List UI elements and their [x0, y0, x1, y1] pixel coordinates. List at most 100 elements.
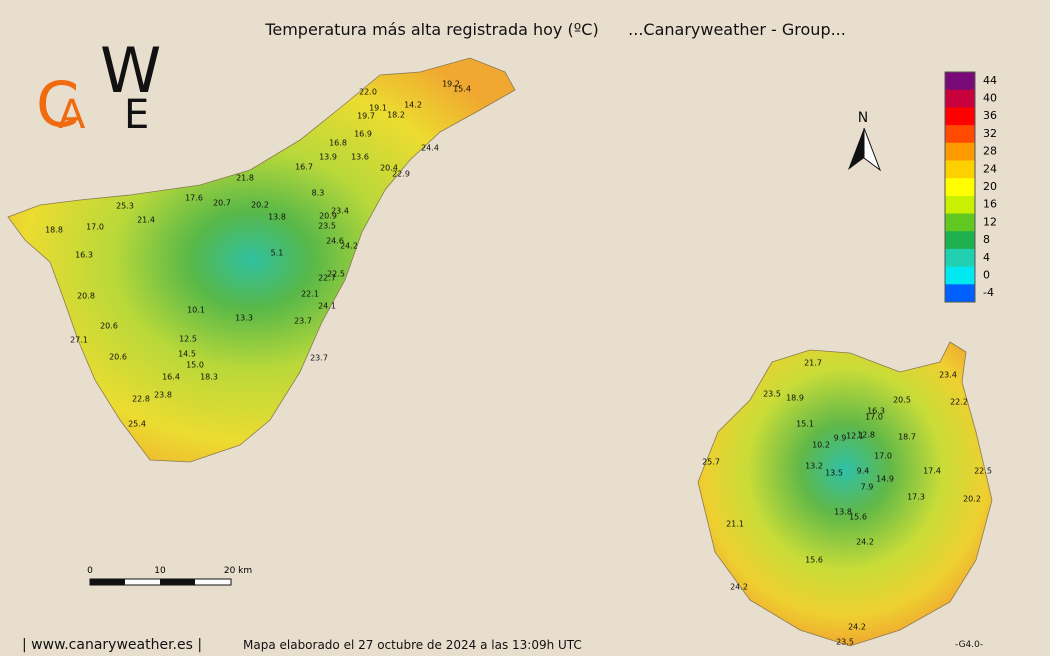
station-value: 17.0 [865, 413, 883, 422]
station-value: 14.2 [404, 101, 422, 110]
legend-swatch [945, 142, 975, 161]
station-value: 18.2 [387, 111, 405, 120]
station-value: 15.1 [796, 420, 814, 429]
station-value: 24.1 [318, 302, 336, 311]
station-value: 18.7 [898, 433, 916, 442]
station-value: 12.5 [179, 335, 197, 344]
station-value: 21.1 [726, 520, 744, 529]
legend-frame [944, 71, 976, 303]
station-value: 16.4 [162, 373, 180, 382]
station-value: 23.7 [310, 354, 328, 363]
station-value: 22.9 [392, 170, 410, 179]
station-value: 7.9 [861, 483, 874, 492]
station-value: 22.7 [318, 274, 336, 283]
station-value: 22.8 [132, 395, 150, 404]
station-value: 23.4 [939, 371, 957, 380]
station-value: 27.1 [70, 336, 88, 345]
station-value: 12.1 [846, 432, 864, 441]
legend-swatch [945, 89, 975, 108]
legend-swatch [945, 195, 975, 215]
legend-label: 4 [983, 251, 990, 264]
logo-letter: E [124, 92, 149, 138]
legend-swatch [945, 213, 975, 232]
station-value: 20.2 [963, 495, 981, 504]
legend-label: 8 [983, 233, 990, 246]
station-value: 13.5 [825, 469, 843, 478]
footer-site[interactable]: | www.canaryweather.es | [22, 637, 202, 653]
station-value: 18.9 [786, 394, 804, 403]
station-value: 10.2 [812, 441, 830, 450]
station-value: 17.3 [907, 493, 925, 502]
station-value: 14.9 [876, 475, 894, 484]
legend-swatch [945, 231, 975, 250]
station-value: 22.5 [327, 270, 345, 279]
station-value: 23.4 [331, 207, 349, 216]
station-value: 24.2 [848, 623, 866, 632]
group: ...Canaryweather - Group... [628, 20, 846, 39]
legend-label: 36 [983, 109, 997, 122]
legend-label: 0 [983, 268, 990, 281]
station-value: 21.4 [137, 216, 155, 225]
station-value: 25.3 [116, 202, 134, 211]
north-arrow [848, 128, 864, 170]
station-value: 14.5 [178, 350, 196, 359]
station-value: 17.4 [923, 467, 941, 476]
station-value: 17.6 [185, 194, 203, 203]
legend-swatch [945, 284, 975, 303]
legend-label: 24 [983, 162, 997, 175]
stations: 22.0 19.215.4 14.2 19.119.7 18.2 16.9 16.8 24.4… [45, 80, 992, 647]
station-value: 15.4 [453, 85, 471, 94]
legend-label: 40 [983, 92, 997, 105]
station-value: 13.8 [834, 508, 852, 517]
station-value: 24.4 [421, 144, 439, 153]
legend-label: 20 [983, 180, 997, 193]
scale-bar [160, 579, 195, 585]
legend-label: 12 [983, 215, 997, 228]
station-value: 13.6 [351, 153, 369, 162]
station-value: 23.5 [318, 222, 336, 231]
north-arrow [863, 127, 882, 172]
tenerife [7, 57, 516, 463]
station-value: 20.5 [893, 396, 911, 405]
station-value: 21.8 [236, 174, 254, 183]
station-value: 9.9 [834, 434, 847, 443]
station-value: 16.7 [295, 163, 313, 172]
footer-version: -G4.0- [955, 640, 983, 650]
legend-label: 16 [983, 198, 997, 211]
station-value: 16.8 [329, 139, 347, 148]
station-value: 25.4 [128, 420, 146, 429]
station-value: 5.1 [271, 249, 284, 258]
logo-letter: C [36, 68, 79, 141]
scale-label: 0 [87, 566, 93, 576]
station-value: 22.5 [974, 467, 992, 476]
footer-made: Mapa elaborado el 27 octubre de 2024 a l… [243, 638, 582, 652]
legend-swatch [945, 160, 975, 179]
gran-canaria [697, 341, 993, 647]
station-value: 24.6 [326, 237, 344, 246]
station-value: 20.6 [109, 353, 127, 362]
legend-swatch [945, 107, 975, 126]
station-value: 22.0 [359, 88, 377, 97]
station-value: 23.8 [154, 391, 172, 400]
station-value: 13.9 [319, 153, 337, 162]
scale-bar [90, 579, 125, 585]
station-value: 17.0 [874, 452, 892, 461]
legend-swatch [945, 72, 975, 91]
station-value: 19.7 [357, 112, 375, 121]
legend-label: 44 [983, 74, 997, 87]
station-value: 16.9 [354, 130, 372, 139]
legend-label: 28 [983, 145, 997, 158]
legend-swatch [945, 125, 975, 144]
north-label: N [858, 110, 868, 126]
station-value: 13.8 [268, 213, 286, 222]
station-value: 22.1 [301, 290, 319, 299]
station-value: 13.3 [235, 314, 253, 323]
scale-label: 10 [154, 566, 166, 576]
station-value: 23.7 [294, 317, 312, 326]
station-value: 18.3 [200, 373, 218, 382]
station-value: 25.7 [702, 458, 720, 467]
legend-label: -4 [983, 286, 994, 299]
legend-swatch [945, 266, 975, 285]
